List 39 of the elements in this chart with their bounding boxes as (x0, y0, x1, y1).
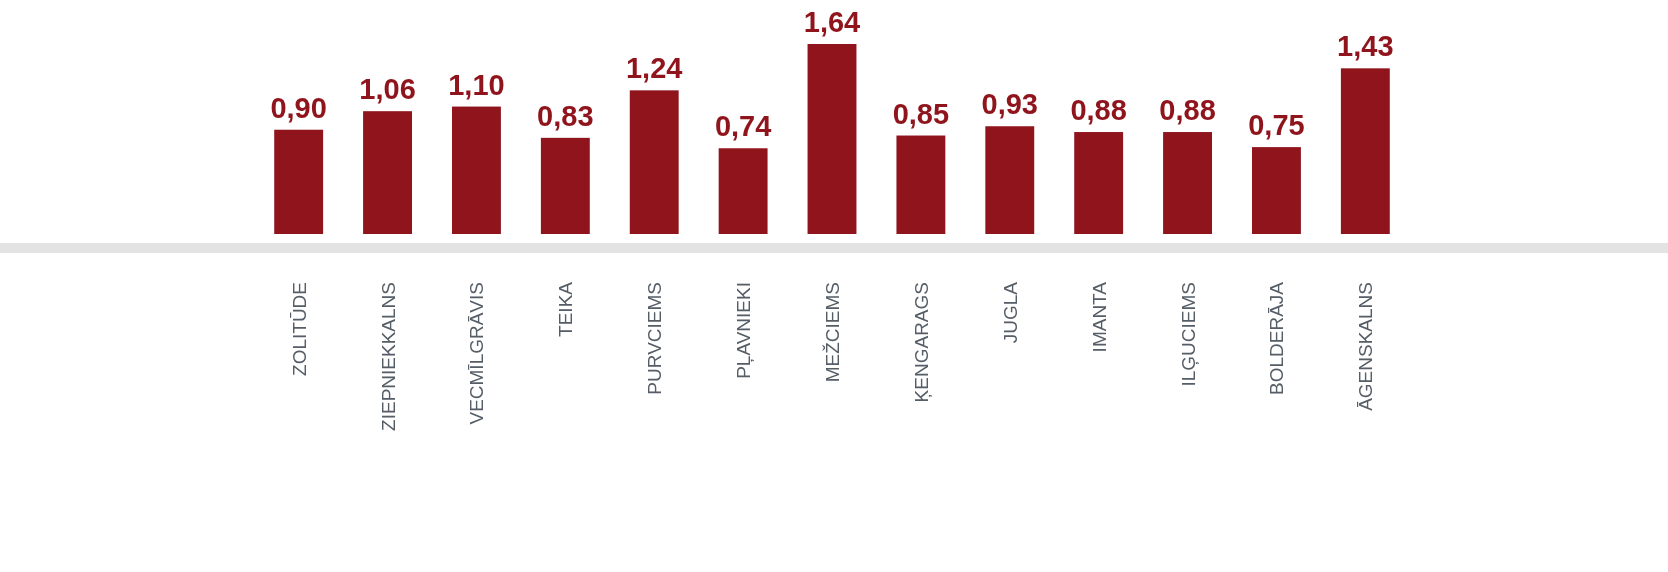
bar (1252, 147, 1301, 234)
bar (1074, 132, 1124, 234)
data-label: 1,64 (803, 6, 861, 38)
x-tick-label: ĶENGARAGS (910, 282, 932, 403)
data-label: 0,88 (1070, 94, 1127, 127)
bar (1340, 68, 1390, 234)
data-label: 1,06 (359, 73, 416, 106)
x-tick-label: IMANTA (1088, 281, 1110, 353)
x-tick-label: BOLDERĀJA (1266, 281, 1288, 395)
data-label: 1,43 (1337, 30, 1394, 63)
bar (1163, 132, 1212, 234)
data-label: 0,75 (1248, 109, 1305, 142)
x-tick-label: VECMĪLGRĀVIS (466, 282, 488, 425)
bar (274, 129, 324, 234)
x-tick-label: ZIEPNIEKKALNS (377, 282, 399, 431)
bar (540, 137, 590, 234)
data-label: 1,24 (626, 52, 683, 85)
x-tick-label: MEŽCIEMS (822, 282, 843, 383)
x-tick-label: JUGLA (999, 281, 1021, 344)
bar (629, 90, 679, 234)
data-label: 0,93 (981, 88, 1038, 121)
data-label: 0,83 (537, 99, 594, 132)
bar (985, 126, 1035, 234)
x-tick-label: TEIKA (555, 281, 577, 337)
x-tick-label: ĀGENSKALNS (1355, 282, 1377, 411)
data-label: 0,85 (892, 97, 950, 130)
x-tick-label: ILĢUCIEMS (1177, 282, 1199, 387)
data-label: 0,88 (1159, 94, 1216, 127)
bar (718, 148, 768, 234)
bar (896, 135, 946, 234)
data-label: 0,74 (714, 110, 772, 143)
x-tick-label: ZOLITŪDE (288, 282, 310, 376)
data-label: 0,90 (270, 91, 327, 124)
x-tick-label: PURVCIEMS (644, 282, 666, 395)
x-tick-label: PĻAVNIEKI (733, 282, 755, 379)
bar (452, 106, 501, 234)
bar (807, 44, 857, 234)
data-label: 1,10 (448, 68, 505, 101)
bar (363, 111, 412, 234)
